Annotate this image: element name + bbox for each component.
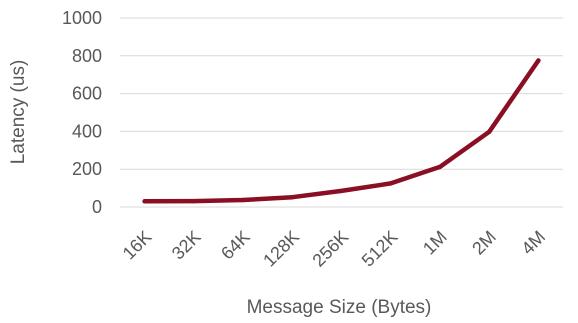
x-tick-label: 512K xyxy=(358,227,402,271)
data-point xyxy=(339,188,344,194)
y-tick-label: 200 xyxy=(72,159,102,179)
x-tick-label: 32K xyxy=(168,227,205,264)
data-point xyxy=(240,197,246,203)
x-tick-label: 256K xyxy=(308,227,352,271)
y-tick-label: 1000 xyxy=(62,8,102,28)
x-tick-label: 64K xyxy=(217,227,254,264)
y-tick-label: 0 xyxy=(92,197,102,217)
x-tick-label: 16K xyxy=(119,227,156,264)
gridlines xyxy=(120,17,563,208)
x-tick-label: 4M xyxy=(517,227,549,259)
x-axis-ticks: 16K 32K 64K 128K 256K 512K 1M 2M 4M xyxy=(119,227,550,271)
data-point xyxy=(388,181,393,186)
data-point xyxy=(486,129,492,134)
y-axis-title: Latency (us) xyxy=(8,60,29,165)
data-point xyxy=(536,58,541,63)
x-tick-label: 1M xyxy=(419,227,451,259)
y-axis-ticks: 0 200 400 600 800 1000 xyxy=(62,8,102,217)
data-point xyxy=(290,194,295,200)
y-tick-label: 800 xyxy=(72,46,102,66)
data-point xyxy=(437,164,443,170)
x-tick-label: 128K xyxy=(259,227,303,271)
x-axis-title: Message Size (Bytes) xyxy=(247,297,432,318)
series-layer xyxy=(142,58,541,204)
data-point xyxy=(142,199,147,204)
y-tick-label: 400 xyxy=(72,121,102,141)
x-tick-label: 2M xyxy=(468,227,500,259)
y-tick-label: 600 xyxy=(72,84,102,104)
data-point xyxy=(191,198,197,204)
